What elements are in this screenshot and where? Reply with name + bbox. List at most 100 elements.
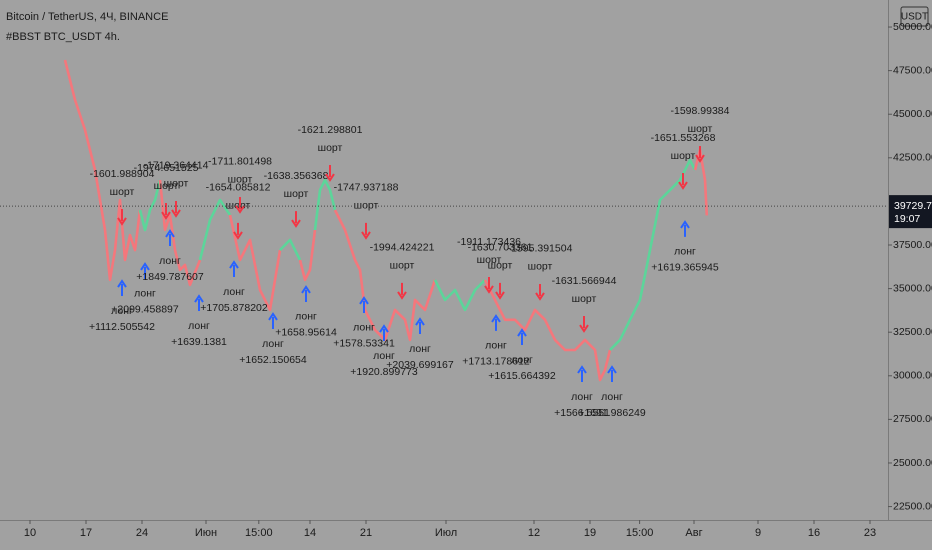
x-tick-label: 24 — [136, 527, 148, 539]
price-line — [298, 229, 317, 282]
countdown: 19:07 — [894, 213, 920, 225]
y-tick-label: 27500.00 — [893, 413, 932, 425]
long-arrow — [359, 296, 369, 313]
signal-value: -1595.391504 — [508, 243, 573, 255]
long-arrow — [517, 328, 527, 346]
y-tick-label: 47500.00 — [893, 64, 932, 76]
x-tick-label: 9 — [755, 527, 761, 539]
signal-value: +1652.150654 — [239, 354, 307, 366]
signal-value: +1658.95614 — [275, 327, 337, 339]
y-tick-label: 35000.00 — [893, 282, 932, 294]
y-tick-label: 42500.00 — [893, 152, 932, 164]
current-price-box — [889, 195, 932, 229]
long-arrow — [165, 229, 175, 246]
signal-value: -1651.553268 — [651, 132, 716, 144]
signal-value: +1849.787607 — [136, 271, 204, 283]
signal-type: лонг — [223, 286, 245, 298]
short-arrow — [291, 211, 301, 228]
current-price: 39729.76 — [894, 200, 932, 212]
short-arrow — [117, 208, 127, 226]
signal-type: лонг — [373, 350, 395, 362]
long-arrow — [301, 285, 311, 302]
signal-value: +2039.699167 — [386, 359, 454, 371]
signal-type: шорт — [154, 180, 179, 192]
signal-value: -1638.356368 — [264, 170, 329, 182]
long-arrow — [607, 365, 617, 382]
signal-value: -1621.298801 — [298, 124, 363, 136]
price-line — [138, 179, 162, 232]
long-arrow — [680, 220, 690, 237]
short-arrow — [361, 222, 371, 240]
signal-value: -1601.988904 — [90, 168, 155, 180]
y-tick-label: 37500.00 — [893, 239, 932, 251]
signal-value: -1747.937188 — [334, 182, 399, 194]
x-tick-label: 19 — [584, 527, 596, 539]
signal-type: шорт — [572, 293, 597, 305]
short-arrow — [171, 200, 181, 218]
x-tick-label: 15:00 — [626, 527, 654, 539]
signal-type: шорт — [488, 260, 513, 272]
price-line — [313, 178, 337, 231]
signal-type: лонг — [353, 322, 375, 334]
signal-value: +1705.878202 — [200, 302, 268, 314]
price-line — [693, 148, 709, 216]
y-tick-label: 32500.00 — [893, 326, 932, 338]
long-arrow — [268, 312, 278, 329]
signal-type: шорт — [390, 260, 415, 272]
long-arrow — [379, 324, 389, 342]
signal-type: лонг — [295, 311, 317, 323]
long-arrow — [194, 294, 204, 312]
signal-value: -1654.085812 — [206, 182, 271, 194]
short-arrow — [235, 196, 245, 214]
signal-type: шорт — [110, 186, 135, 198]
signal-type: шорт — [226, 200, 251, 212]
signal-value: +1639.1381 — [171, 336, 227, 348]
signal-value: +1578.53341 — [333, 338, 395, 350]
signal-value: -1719.364414 — [144, 160, 209, 172]
y-tick-label: 22500.00 — [893, 500, 932, 512]
chart-title: Bitcoin / TetherUS, 4Ч, BINANCE — [6, 11, 168, 23]
price-line — [158, 179, 202, 287]
long-arrow — [229, 260, 239, 278]
signal-type: лонг — [159, 255, 181, 267]
signal-value: -1711.801498 — [208, 156, 272, 168]
signal-value: -1630.703361 — [468, 242, 533, 254]
x-tick-label: Авг — [685, 527, 702, 539]
x-tick-label: 23 — [864, 527, 876, 539]
price-line — [228, 214, 282, 312]
signal-value: +1615.664392 — [488, 370, 556, 382]
long-arrow — [415, 317, 425, 335]
short-arrow — [579, 316, 589, 333]
signal-type: лонг — [601, 391, 623, 403]
signal-value: +2099.458897 — [111, 304, 179, 316]
long-arrow — [577, 365, 587, 382]
signal-value: +1112.505542 — [89, 321, 155, 333]
x-tick-label: 21 — [360, 527, 372, 539]
signal-value: -1911.173436 — [457, 236, 521, 248]
x-tick-label: 17 — [80, 527, 92, 539]
signal-type: шорт — [318, 142, 343, 154]
short-arrow — [484, 276, 494, 294]
signal-type: лонг — [485, 340, 507, 352]
short-arrow — [233, 222, 243, 240]
signal-type: шорт — [671, 150, 696, 162]
currency[interactable]: USDT — [901, 12, 928, 23]
currency-box[interactable] — [900, 6, 929, 27]
price-line — [609, 158, 697, 351]
short-arrow — [695, 146, 705, 163]
signal-type: шорт — [688, 123, 713, 135]
x-tick-label: 12 — [528, 527, 540, 539]
short-arrow — [678, 173, 688, 190]
signal-type: шорт — [228, 174, 253, 186]
signal-type: шорт — [477, 254, 502, 266]
signal-type: шорт — [284, 188, 309, 200]
signal-value: -1974.651525 — [134, 162, 199, 174]
signal-type: шорт — [164, 178, 189, 190]
signal-value: -1631.566944 — [552, 275, 617, 287]
long-arrow — [117, 279, 127, 297]
short-arrow — [397, 282, 407, 300]
signal-type: лонг — [188, 320, 210, 332]
signal-type: лонг — [134, 288, 156, 300]
price-line — [63, 59, 142, 282]
